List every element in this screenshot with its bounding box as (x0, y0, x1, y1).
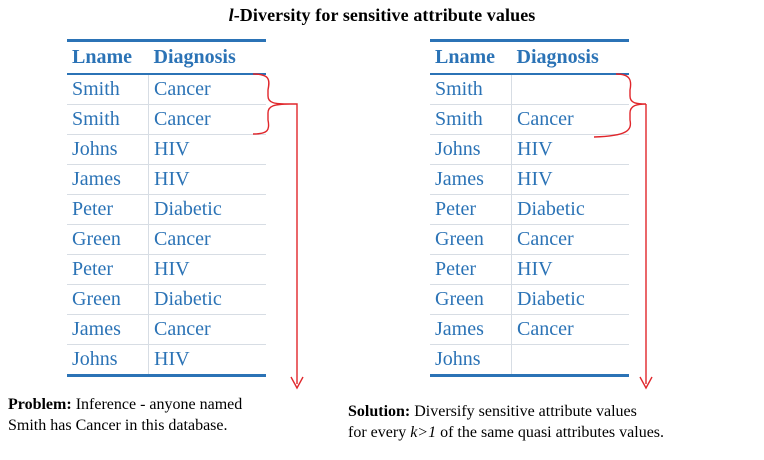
cell-lname: James (430, 314, 512, 345)
table-row: Johns (430, 344, 629, 377)
table-row: Peter Diabetic (430, 194, 629, 225)
table-row: Peter HIV (67, 254, 266, 285)
cell-diagnosis: Cancer (148, 104, 266, 135)
cell-diagnosis: HIV (148, 344, 266, 377)
table-row: Peter HIV (430, 254, 629, 285)
right-table: Lname Diagnosis Smith Smith Cancer Johns H… (430, 39, 629, 377)
cell-diagnosis: HIV (148, 254, 266, 285)
cell-diagnosis: Cancer (511, 314, 629, 345)
title-italic-l: l (228, 5, 234, 25)
problem-line-1: Inference - anyone named (71, 396, 243, 413)
cell-lname: James (430, 164, 512, 195)
table-row: Green Cancer (430, 224, 629, 255)
problem-line-2: Smith has Cancer in this database. (8, 417, 228, 434)
solution-line-1: Diversify sensitive attribute values (410, 403, 637, 420)
cell-diagnosis: HIV (148, 164, 266, 195)
left-table: Lname Diagnosis Smith Cancer Smith Cancer … (67, 39, 266, 377)
solution-line-2b: of the same quasi attributes values. (436, 424, 665, 441)
table-row: Green Diabetic (430, 284, 629, 315)
solution-k-value: k>1 (410, 424, 437, 441)
cell-lname: Smith (67, 74, 149, 105)
cell-lname: Johns (430, 134, 512, 165)
table-row: James Cancer (67, 314, 266, 345)
table-row: Smith (430, 74, 629, 105)
column-header-diagnosis: Diagnosis (511, 39, 629, 75)
cell-diagnosis: Cancer (511, 224, 629, 255)
solution-label: Solution: (348, 403, 411, 420)
cell-lname: Johns (67, 134, 149, 165)
cell-lname: Peter (67, 194, 149, 225)
solution-note: Solution: Diversify sensitive attribute … (348, 401, 764, 443)
table-header-row: Lname Diagnosis (67, 39, 266, 75)
table-row: Peter Diabetic (67, 194, 266, 225)
problem-note: Problem: Inference - anyone named Smith … (8, 394, 338, 436)
left-arrowhead-icon (290, 376, 304, 390)
cell-lname: Green (67, 284, 149, 315)
left-arrow-icon (290, 103, 298, 384)
cell-lname: Smith (430, 104, 512, 135)
cell-lname: Green (430, 224, 512, 255)
cell-diagnosis: Diabetic (148, 284, 266, 315)
cell-diagnosis: Cancer (511, 104, 629, 135)
cell-diagnosis: Cancer (148, 314, 266, 345)
cell-diagnosis: HIV (148, 134, 266, 165)
problem-label: Problem: (8, 396, 72, 413)
cell-lname: Green (430, 284, 512, 315)
column-header-diagnosis: Diagnosis (148, 39, 266, 75)
title-rest: -Diversity for sensitive attribute value… (233, 5, 536, 25)
column-header-lname: Lname (430, 39, 512, 75)
table-row: James HIV (67, 164, 266, 195)
diagram-title: l-Diversity for sensitive attribute valu… (0, 5, 764, 26)
cell-diagnosis (511, 344, 629, 377)
column-header-lname: Lname (67, 39, 149, 75)
cell-lname: Johns (430, 344, 512, 377)
cell-diagnosis: Diabetic (511, 194, 629, 225)
cell-lname: James (67, 314, 149, 345)
cell-diagnosis: Diabetic (148, 194, 266, 225)
cell-lname: Smith (67, 104, 149, 135)
cell-lname: Peter (430, 194, 512, 225)
cell-diagnosis: Diabetic (511, 284, 629, 315)
right-brace-icon (593, 73, 647, 138)
cell-lname: Johns (67, 344, 149, 377)
table-row: Smith Cancer (67, 104, 266, 135)
cell-diagnosis: HIV (511, 134, 629, 165)
table-row: Smith Cancer (67, 74, 266, 105)
cell-lname: Peter (67, 254, 149, 285)
cell-diagnosis: HIV (511, 164, 629, 195)
table-row: James HIV (430, 164, 629, 195)
table-header-row: Lname Diagnosis (430, 39, 629, 75)
right-arrowhead-icon (639, 376, 653, 390)
cell-diagnosis: Cancer (148, 74, 266, 105)
cell-lname: James (67, 164, 149, 195)
cell-lname: Green (67, 224, 149, 255)
solution-line-2a: for every (348, 424, 411, 441)
cell-diagnosis (511, 74, 629, 105)
table-row: Johns HIV (67, 134, 266, 165)
cell-diagnosis: Cancer (148, 224, 266, 255)
table-row: James Cancer (430, 314, 629, 345)
table-row: Smith Cancer (430, 104, 629, 135)
cell-lname: Peter (430, 254, 512, 285)
cell-lname: Smith (430, 74, 512, 105)
table-row: Johns HIV (67, 344, 266, 377)
table-row: Green Diabetic (67, 284, 266, 315)
table-row: Green Cancer (67, 224, 266, 255)
left-brace-icon (252, 73, 291, 135)
cell-diagnosis: HIV (511, 254, 629, 285)
table-row: Johns HIV (430, 134, 629, 165)
